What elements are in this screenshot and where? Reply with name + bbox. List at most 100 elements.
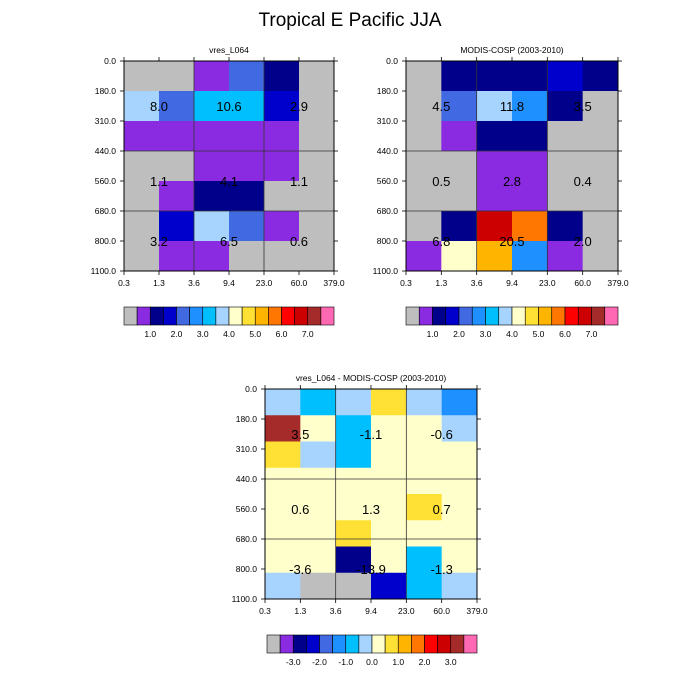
colorbar-box xyxy=(524,306,539,326)
y-tick-label: 440.0 xyxy=(236,474,258,484)
y-tick-label: 800.0 xyxy=(236,564,258,574)
heatmap-cell xyxy=(371,441,407,469)
heatmap-cell xyxy=(476,121,513,152)
region-value-label: -13.9 xyxy=(356,562,386,577)
x-tick-label: 23.0 xyxy=(398,606,415,616)
heatmap-cell xyxy=(335,494,372,521)
heatmap-cell xyxy=(547,91,584,122)
colorbar-label: 5.0 xyxy=(249,329,261,339)
heatmap-cell xyxy=(547,211,584,242)
heatmap-cell xyxy=(265,389,301,416)
x-tick-label: 3.6 xyxy=(330,606,342,616)
heatmap-cell xyxy=(441,241,478,272)
heatmap-cell xyxy=(124,181,160,212)
region-value-label: 3.2 xyxy=(150,234,168,249)
heatmap-cell xyxy=(194,181,230,212)
colorbar-box xyxy=(424,634,438,654)
heatmap-cell xyxy=(299,241,335,272)
colorbar-box xyxy=(458,306,473,326)
colorbar-box xyxy=(511,306,526,326)
y-tick-label: 1100.0 xyxy=(232,594,258,604)
y-tick-label: 560.0 xyxy=(95,176,117,186)
heatmap-cell xyxy=(406,572,443,600)
chart-panel-3: vres_L064 - MODIS-COSP (2003-2010) 0.3 1.3… xyxy=(232,373,488,616)
region-value-label: -3.6 xyxy=(289,562,311,577)
heatmap-cell xyxy=(512,211,548,242)
heatmap-cell xyxy=(229,181,265,212)
colorbar-box xyxy=(397,634,412,654)
colorbar-box xyxy=(577,306,592,326)
colorbar-label: 1.0 xyxy=(427,329,439,339)
chart-panel-2: MODIS-COSP (2003-2010) 0.3 1.3 3.6 9.4 23.0 60… xyxy=(373,45,629,288)
colorbar-label: 0.0 xyxy=(366,657,378,667)
heatmap-cell xyxy=(299,211,335,242)
region-value-label: 8.0 xyxy=(150,99,168,114)
heatmap-cell xyxy=(335,520,372,547)
heatmap-cell xyxy=(406,61,442,92)
heatmap-cell xyxy=(335,389,372,416)
colorbar-box xyxy=(332,634,347,654)
colorbar-box xyxy=(371,634,386,654)
heatmap-cell xyxy=(406,467,443,495)
y-tick-label: 0.0 xyxy=(245,384,257,394)
colorbar-box xyxy=(202,306,217,326)
colorbar-box xyxy=(345,634,360,654)
x-tick-label: 379.0 xyxy=(323,278,345,288)
heatmap-cell xyxy=(441,181,478,212)
heatmap-cell xyxy=(265,520,301,547)
heatmap-cell xyxy=(371,572,407,600)
heatmap-cell xyxy=(371,546,407,574)
colorbar-box xyxy=(604,306,619,326)
colorbar-box xyxy=(405,306,420,326)
colorbar-box xyxy=(228,306,243,326)
region-value-label: 11.8 xyxy=(500,99,524,114)
x-tick-label: 1.3 xyxy=(435,278,447,288)
colorbar-box xyxy=(266,634,281,654)
heatmap-cell xyxy=(582,91,619,122)
heatmap-cell xyxy=(335,441,372,469)
region-value-label: 0.7 xyxy=(433,502,451,517)
colorbar-label: -2.0 xyxy=(312,657,327,667)
heatmap-cell xyxy=(299,121,335,152)
y-tick-label: 560.0 xyxy=(236,504,258,514)
heatmap-cell xyxy=(265,546,301,574)
colorbar-box xyxy=(450,634,465,654)
colorbar-label: 6.0 xyxy=(276,329,288,339)
colorbar-box xyxy=(281,306,295,326)
colorbar-box xyxy=(418,306,433,326)
heatmap-cell xyxy=(441,151,478,182)
heatmap-cell xyxy=(299,61,335,92)
x-tick-label: 9.4 xyxy=(365,606,377,616)
colorbar-box xyxy=(163,306,177,326)
heatmap-cell xyxy=(159,91,195,122)
heatmap-cell xyxy=(406,415,443,442)
colorbar-label: 1.0 xyxy=(144,329,156,339)
colorbar-label: 1.0 xyxy=(392,657,404,667)
heatmap-cell xyxy=(159,151,195,182)
x-tick-label: 0.3 xyxy=(400,278,412,288)
colorbar-box xyxy=(306,634,320,654)
heatmap-cell xyxy=(124,151,160,182)
heatmap-cell xyxy=(265,572,301,600)
x-tick-label: 23.0 xyxy=(256,278,273,288)
heatmap-cell xyxy=(406,546,443,574)
chart-title: vres_L064 - MODIS-COSP (2003-2010) xyxy=(296,373,447,383)
heatmap-cell xyxy=(265,467,301,495)
colorbar-label: 3.0 xyxy=(197,329,209,339)
heatmap-cell xyxy=(406,211,442,242)
y-tick-label: 180.0 xyxy=(95,86,117,96)
heatmap-cell xyxy=(300,572,337,600)
x-tick-label: 1.3 xyxy=(153,278,165,288)
colorbar-box xyxy=(485,306,500,326)
heatmap-cell xyxy=(229,61,265,92)
colorbar-box xyxy=(149,306,164,326)
colorbar-box xyxy=(551,306,566,326)
heatmap-cell xyxy=(159,211,195,242)
colorbar-box xyxy=(189,306,204,326)
y-tick-label: 800.0 xyxy=(95,236,117,246)
heatmap-cell xyxy=(476,211,513,242)
heatmap-cell xyxy=(547,181,584,212)
heatmap-cell xyxy=(441,520,478,547)
heatmap-cell xyxy=(441,467,478,495)
